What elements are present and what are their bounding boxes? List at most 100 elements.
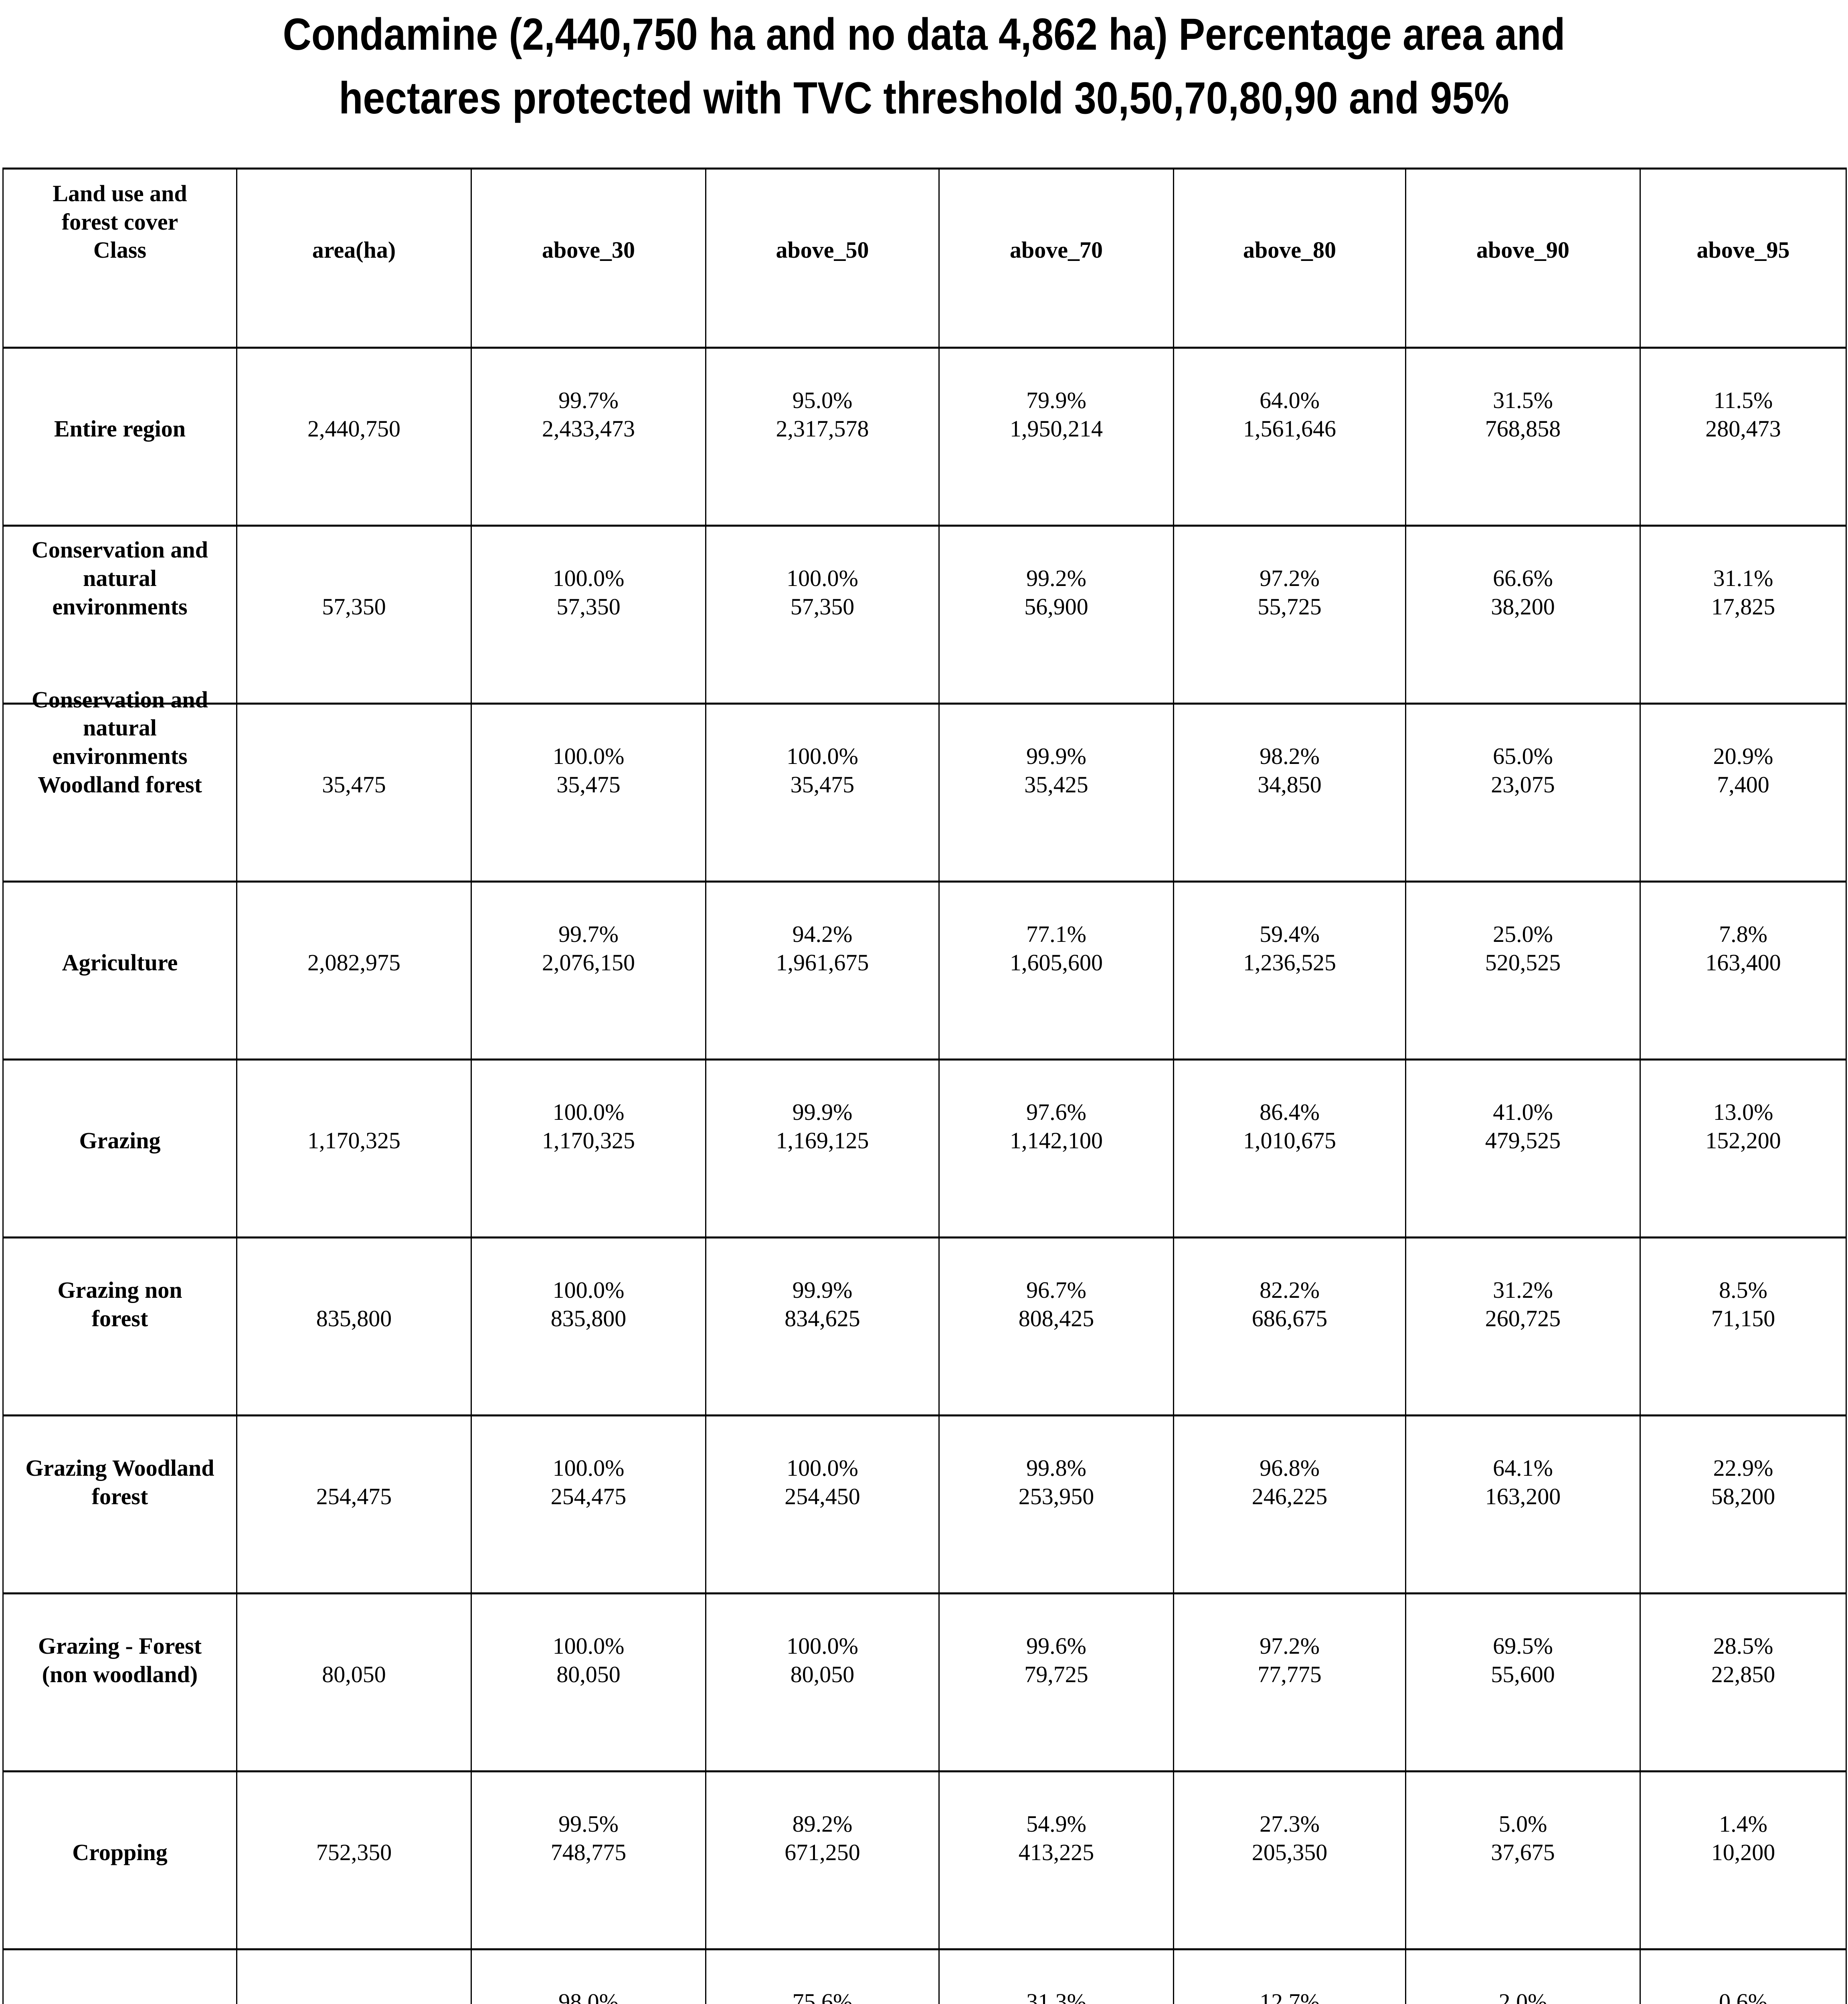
percent-value: 11.5%	[1713, 387, 1773, 413]
area-value: 254,475	[316, 1483, 392, 1509]
hectares-value: 254,475	[550, 1483, 627, 1509]
percent-value: 100.0%	[787, 743, 858, 769]
column-header-label: above_95	[1696, 237, 1790, 263]
percent-value: 13.0%	[1713, 1099, 1773, 1125]
hectares-value: 808,425	[1018, 1305, 1094, 1331]
data-cell: 100.0% 57,350	[471, 525, 706, 705]
hectares-value: 152,200	[1705, 1127, 1781, 1154]
percent-value: 25.0%	[1493, 921, 1553, 947]
data-cell: 98.2% 34,850	[1173, 703, 1406, 883]
percent-value: 12.7%	[1260, 1989, 1320, 2004]
data-cell: 98.0%156,775	[471, 1948, 706, 2004]
hectares-value: 38,200	[1491, 593, 1555, 620]
hectares-value: 77,775	[1258, 1661, 1322, 1687]
class-cell: Grazing non forest	[2, 1236, 237, 1416]
hectares-value: 17,825	[1711, 593, 1775, 620]
data-cell: 97.2% 55,725	[1173, 525, 1406, 705]
data-cell: 99.7% 2,076,150	[471, 881, 706, 1061]
area-value: 752,350	[316, 1839, 392, 1865]
percent-value: 89.2%	[792, 1811, 853, 1837]
data-cell: 54.9% 413,225	[938, 1770, 1174, 1950]
data-cell: 99.6% 79,725	[938, 1592, 1174, 1772]
column-header-above-70: above_70	[938, 168, 1174, 349]
percent-value: 100.0%	[552, 565, 625, 591]
area-value: 1,170,325	[307, 1127, 400, 1154]
hectares-value: 35,475	[790, 771, 855, 798]
class-cell: Grazing - Forest (non woodland)	[2, 1592, 237, 1772]
hectares-value: 57,350	[556, 593, 621, 620]
class-cell: Entire region	[2, 347, 237, 527]
class-label: Grazing non forest	[57, 1277, 182, 1331]
percent-value: 100.0%	[787, 565, 858, 591]
column-header-label: above_30	[542, 237, 635, 263]
percent-value: 100.0%	[787, 1455, 858, 1481]
hectares-value: 1,170,325	[542, 1127, 635, 1154]
header-row: Land use and forest cover Class area(ha)…	[2, 168, 1847, 349]
percent-value: 79.9%	[1026, 387, 1086, 413]
percent-value: 64.0%	[1260, 387, 1320, 413]
percent-value: 0.6%	[1719, 1989, 1767, 2004]
hectares-value: 1,010,675	[1243, 1127, 1336, 1154]
percent-value: 100.0%	[552, 1455, 625, 1481]
hectares-value: 22,850	[1711, 1661, 1775, 1687]
hectares-value: 23,075	[1491, 771, 1555, 798]
title-line-1: Condamine (2,440,750 ha and no data 4,86…	[283, 9, 1565, 59]
hectares-value: 1,236,525	[1243, 949, 1336, 976]
hectares-value: 1,950,214	[1010, 415, 1103, 442]
table-row: Conservation and natural environments 57,…	[2, 525, 1847, 705]
percent-value: 99.7%	[558, 921, 619, 947]
percent-value: 65.0%	[1493, 743, 1553, 769]
hectares-value: 413,225	[1018, 1839, 1094, 1865]
data-cell: 8.5% 71,150	[1640, 1236, 1847, 1416]
data-cell: 99.7% 2,433,473	[471, 347, 706, 527]
percent-value: 41.0%	[1493, 1099, 1553, 1125]
area-cell: 254,475	[236, 1414, 472, 1594]
percent-value: 2.0%	[1498, 1989, 1547, 2004]
column-header-above-90: above_90	[1405, 168, 1641, 349]
hectares-value: 768,858	[1485, 415, 1561, 442]
table-row: Grazing - Forest (non woodland) 80,050 100…	[2, 1592, 1847, 1772]
percent-value: 64.1%	[1493, 1455, 1553, 1481]
hectares-value: 35,475	[556, 771, 621, 798]
percent-value: 100.0%	[552, 743, 625, 769]
data-cell: 100.0% 835,800	[471, 1236, 706, 1416]
data-cell: 64.1% 163,200	[1405, 1414, 1641, 1594]
hectares-value: 2,317,578	[776, 415, 869, 442]
area-value: 2,440,750	[307, 415, 400, 442]
class-label: Conservation and natural environments	[32, 537, 208, 620]
hectares-value: 260,725	[1485, 1305, 1561, 1331]
data-cell: 97.6% 1,142,100	[938, 1059, 1174, 1238]
data-cell: 2.0%3,250	[1405, 1948, 1641, 2004]
percent-value: 97.2%	[1260, 565, 1320, 591]
area-cell: 2,440,750	[236, 347, 472, 527]
data-cell: 99.2% 56,900	[938, 525, 1174, 705]
data-cell: 79.9% 1,950,214	[938, 347, 1174, 527]
column-header-label: above_80	[1243, 237, 1336, 263]
percent-value: 99.8%	[1026, 1455, 1086, 1481]
data-cell: 99.5% 748,775	[471, 1770, 706, 1950]
hectares-value: 163,200	[1485, 1483, 1561, 1509]
data-cell: 25.0% 520,525	[1405, 881, 1641, 1061]
table-body: Entire region 2,440,750 99.7% 2,433,473 95.0…	[2, 347, 1847, 2004]
percent-value: 100.0%	[552, 1633, 625, 1659]
area-cell: 752,350	[236, 1770, 472, 1950]
data-cell: 100.0% 254,450	[705, 1414, 940, 1594]
data-cell: 89.2% 671,250	[705, 1770, 940, 1950]
table-row: Irrigation160,02598.0%156,77575.6%121,05…	[2, 1948, 1847, 2004]
class-label: Cropping	[72, 1839, 168, 1865]
class-cell: Agriculture	[2, 881, 237, 1061]
column-header-above-95: above_95	[1640, 168, 1847, 349]
column-header-above-50: above_50	[705, 168, 940, 349]
hectares-value: 834,625	[784, 1305, 860, 1331]
data-cell: 96.8% 246,225	[1173, 1414, 1406, 1594]
area-cell: 80,050	[236, 1592, 472, 1772]
data-cell: 99.9% 35,425	[938, 703, 1174, 883]
data-cell: 7.8% 163,400	[1640, 881, 1847, 1061]
data-cell: 64.0% 1,561,646	[1173, 347, 1406, 527]
hectares-value: 671,250	[784, 1839, 860, 1865]
data-cell: 100.0% 35,475	[705, 703, 940, 883]
data-cell: 100.0% 1,170,325	[471, 1059, 706, 1238]
class-label: Grazing	[79, 1127, 161, 1154]
column-header-area: area(ha)	[236, 168, 472, 349]
